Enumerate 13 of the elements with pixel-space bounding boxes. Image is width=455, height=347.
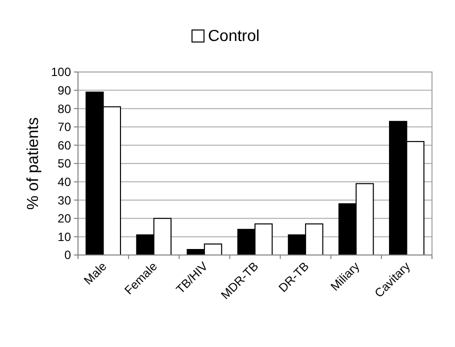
y-tick-label: 40 [58, 175, 72, 189]
legend-label: Control [208, 28, 260, 45]
y-axis-title: % of patients [25, 117, 42, 210]
y-tick-label: 0 [64, 248, 72, 262]
y-tick-label: 80 [58, 102, 72, 116]
y-tick-label: 20 [58, 212, 72, 226]
y-tick-label: 10 [58, 230, 72, 244]
y-tick-label: 30 [58, 193, 72, 208]
y-tick-label: 100 [50, 65, 72, 80]
y-tick-label: 60 [58, 138, 72, 152]
y-tick-label: 70 [58, 120, 72, 134]
y-tick-label: 50 [58, 156, 72, 171]
y-tick-label: 90 [58, 84, 72, 98]
